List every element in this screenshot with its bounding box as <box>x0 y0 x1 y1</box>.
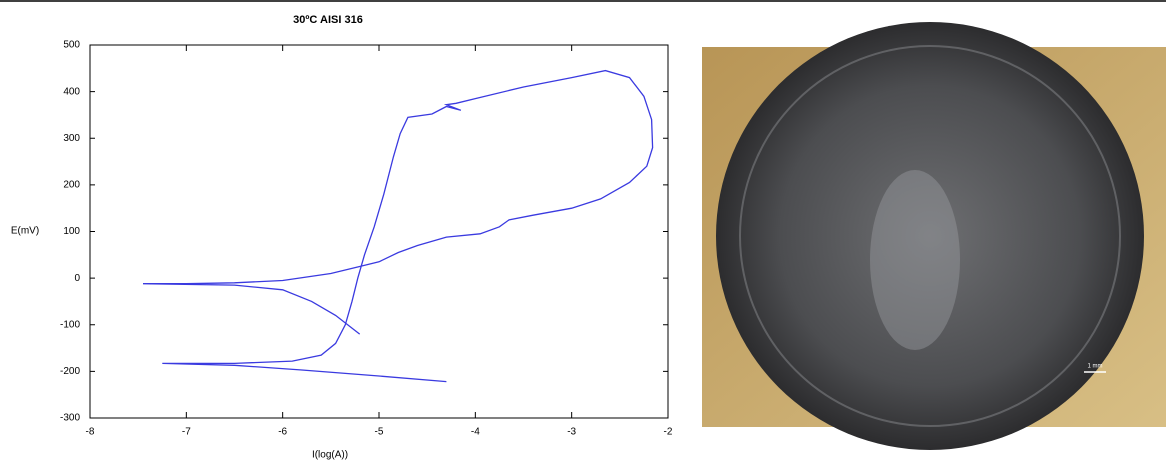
sample-stain <box>870 170 960 350</box>
x-tick-label: -4 <box>471 427 480 438</box>
y-axis-label: E(mV) <box>11 226 39 237</box>
y-tick-label: 400 <box>63 86 80 97</box>
photo: 1 mm <box>702 22 1166 450</box>
y-tick-label: 200 <box>63 180 80 191</box>
x-tick-label: -6 <box>278 427 287 438</box>
y-tick-label: -200 <box>60 366 80 377</box>
y-tick-label: 300 <box>63 133 80 144</box>
y-tick-label: 0 <box>74 273 80 284</box>
x-tick-label: -8 <box>86 427 95 438</box>
x-tick-label: -3 <box>567 427 576 438</box>
y-tick-label: 100 <box>63 226 80 237</box>
y-tick-label: -300 <box>60 413 80 424</box>
x-tick-label: -2 <box>664 427 673 438</box>
chart-title: 30ºC AISI 316 <box>293 14 363 26</box>
x-tick-label: -5 <box>375 427 384 438</box>
x-tick-label: -7 <box>182 427 191 438</box>
y-tick-label: 500 <box>63 40 80 51</box>
y-tick-label: -100 <box>60 319 80 330</box>
sample-ring <box>739 45 1121 427</box>
x-axis-label: I(log(A)) <box>312 450 348 461</box>
plot-frame <box>89 44 669 419</box>
sample-disk <box>716 22 1144 450</box>
data-line <box>142 69 654 383</box>
scale-label: 1 mm <box>1088 364 1103 370</box>
